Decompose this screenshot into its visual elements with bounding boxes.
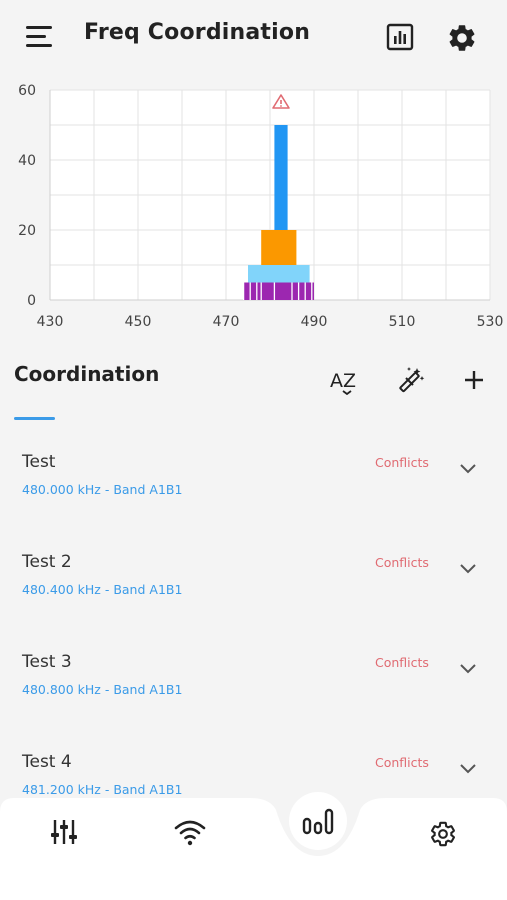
conflict-badge: Conflicts — [375, 555, 429, 570]
bar — [248, 265, 310, 283]
conflict-badge: Conflicts — [375, 655, 429, 670]
menu-icon[interactable] — [26, 26, 52, 50]
list-item[interactable]: Test 4 481.200 kHz - Band A1B1 Conflicts — [0, 730, 507, 830]
app-header: Freq Coordination — [0, 0, 507, 78]
frequency-chart: 430 450 470 490 510 530 0 20 40 60 — [0, 80, 507, 340]
conflict-badge: Conflicts — [375, 755, 429, 770]
y-tick-label: 0 — [27, 293, 36, 309]
coordination-list: Test 480.000 kHz - Band A1B1 Conflicts T… — [0, 430, 507, 830]
x-tick-label: 530 — [477, 314, 504, 330]
bar — [243, 282, 314, 300]
list-item[interactable]: Test 3 480.800 kHz - Band A1B1 Conflicts — [0, 630, 507, 730]
add-icon[interactable] — [458, 364, 490, 396]
bottom-nav — [0, 790, 507, 900]
x-tick-label: 510 — [389, 314, 416, 330]
item-frequency: 480.400 kHz - Band A1B1 — [22, 582, 183, 597]
freq-bars-icon[interactable] — [298, 802, 338, 842]
x-tick-label: 470 — [213, 314, 240, 330]
coordination-title: Coordination — [14, 362, 160, 386]
conflict-badge: Conflicts — [375, 455, 429, 470]
y-tick-label: 40 — [18, 153, 36, 169]
chevron-down-icon[interactable] — [458, 462, 478, 476]
item-name: Test — [22, 452, 56, 472]
magic-wand-icon[interactable] — [394, 364, 426, 396]
item-name: Test 4 — [22, 752, 72, 772]
sort-az-icon[interactable]: AZ — [328, 364, 360, 396]
x-tick-label: 490 — [301, 314, 328, 330]
chevron-down-icon[interactable] — [458, 662, 478, 676]
settings-icon[interactable] — [423, 814, 463, 854]
tab-indicator — [14, 417, 55, 420]
list-item[interactable]: Test 2 480.400 kHz - Band A1B1 Conflicts — [0, 530, 507, 630]
mixer-sliders-icon[interactable] — [44, 812, 84, 852]
y-tick-label: 20 — [18, 223, 36, 239]
gear-icon[interactable] — [446, 22, 478, 54]
item-name: Test 2 — [22, 552, 72, 572]
bar — [261, 230, 297, 265]
chart-icon[interactable] — [385, 22, 417, 54]
warning-triangle-icon — [272, 94, 290, 109]
item-frequency: 480.000 kHz - Band A1B1 — [22, 482, 183, 497]
bottom-nav-background — [0, 792, 507, 900]
x-tick-label: 430 — [37, 314, 64, 330]
page-title: Freq Coordination — [84, 20, 311, 45]
chevron-down-icon[interactable] — [458, 562, 478, 576]
bar — [274, 125, 288, 230]
x-tick-label: 450 — [125, 314, 152, 330]
list-item[interactable]: Test 480.000 kHz - Band A1B1 Conflicts — [0, 430, 507, 530]
y-tick-label: 60 — [18, 83, 36, 99]
chevron-down-icon[interactable] — [458, 762, 478, 776]
sort-az-label: AZ — [330, 370, 356, 392]
chart-svg: 430 450 470 490 510 530 0 20 40 60 — [18, 83, 504, 330]
item-name: Test 3 — [22, 652, 72, 672]
item-frequency: 480.800 kHz - Band A1B1 — [22, 682, 183, 697]
item-frequency: 481.200 kHz - Band A1B1 — [22, 782, 183, 797]
warning-triangle-dot — [280, 105, 282, 107]
wifi-icon[interactable] — [170, 812, 210, 852]
